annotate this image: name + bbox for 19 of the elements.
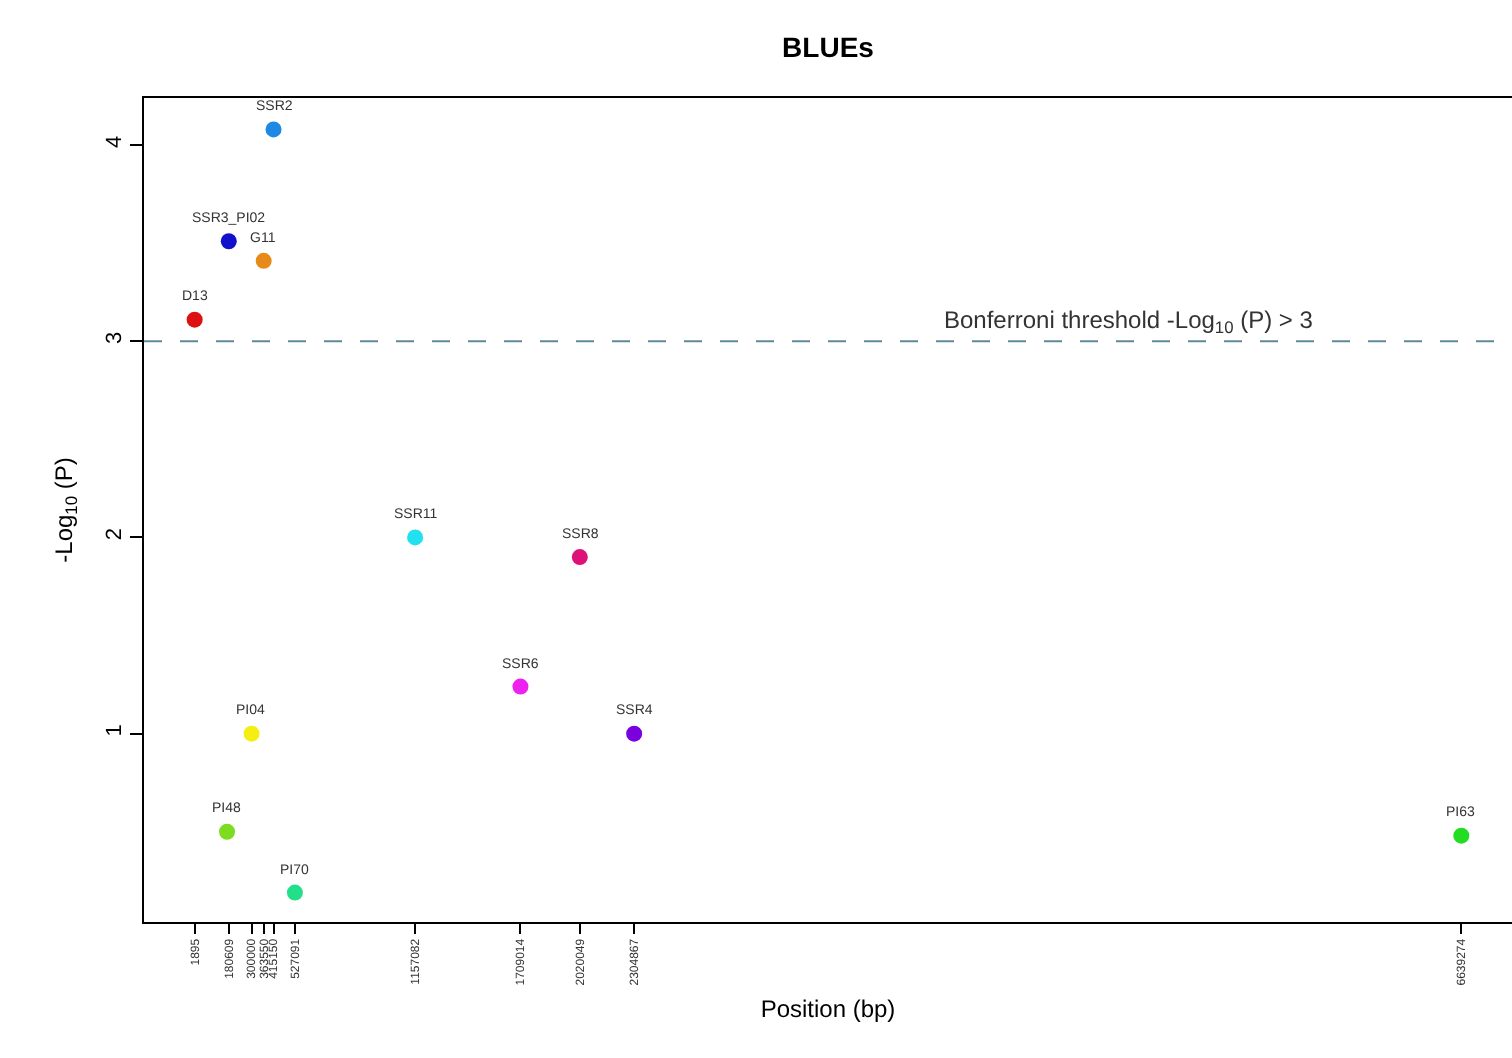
point: [286, 884, 303, 901]
point: [219, 823, 236, 840]
y-tick-label: 2: [103, 528, 128, 541]
point: [626, 725, 643, 742]
y-tick-label: 4: [103, 135, 128, 148]
point: [512, 678, 529, 695]
point: [186, 311, 203, 328]
point: [407, 529, 424, 546]
point: [243, 725, 260, 742]
ref-line-label: Bonferroni threshold -Log$_{10}$ (P) > 3: [944, 306, 1314, 338]
point: [255, 252, 272, 269]
point: [1453, 827, 1470, 844]
point: [220, 233, 237, 250]
x-axis-title: Position (bp): [760, 995, 896, 1024]
chart-title: BLUEs: [782, 30, 875, 63]
point: [571, 549, 588, 566]
point: [265, 121, 282, 138]
y-tick-label: 3: [103, 331, 128, 345]
y-tick-label: 1: [103, 724, 128, 737]
